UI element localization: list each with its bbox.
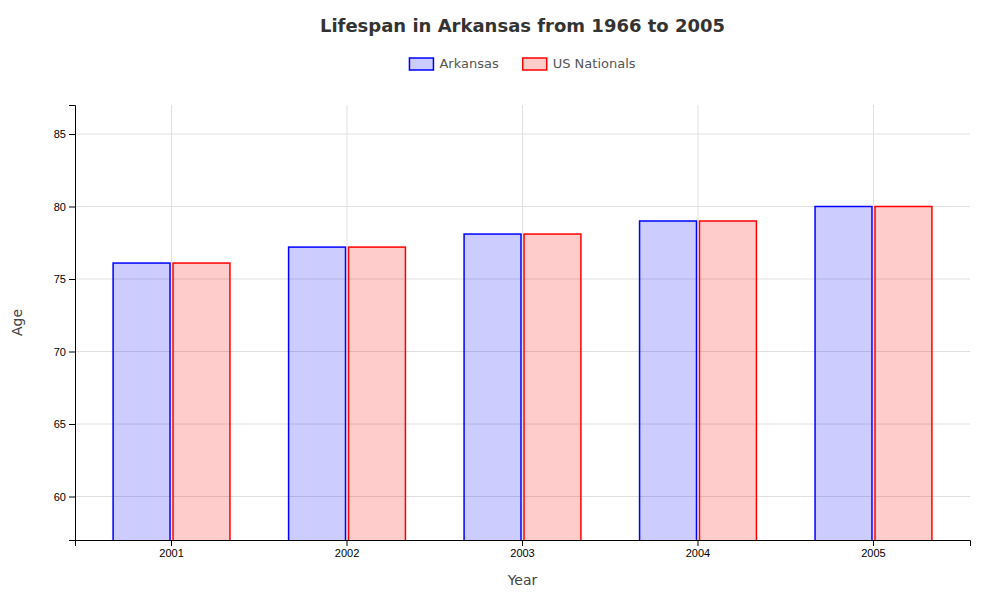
x-tick-label: 2002 bbox=[335, 547, 359, 559]
bar bbox=[524, 234, 581, 540]
x-axis-line bbox=[76, 541, 971, 547]
y-tick: 60 bbox=[54, 491, 75, 503]
grid-line-x bbox=[697, 105, 698, 540]
y-tick: 75 bbox=[54, 273, 75, 285]
bar bbox=[173, 263, 230, 540]
y-tick: 85 bbox=[54, 128, 75, 140]
x-tick: 2004 bbox=[686, 540, 710, 559]
y-tick-label: 75 bbox=[54, 273, 66, 285]
y-axis-line bbox=[69, 106, 76, 541]
y-tick: 65 bbox=[54, 418, 75, 430]
legend: Arkansas US Nationals bbox=[409, 56, 635, 71]
x-tick-label: 2005 bbox=[861, 547, 885, 559]
bars bbox=[113, 207, 932, 541]
bar bbox=[699, 221, 756, 540]
plot: 2001 2002 2003 2004 2005 60 65 70 75 80 85 bbox=[54, 105, 971, 600]
y-tick-label: 60 bbox=[54, 491, 66, 503]
x-tick: 2002 bbox=[335, 540, 359, 559]
x-tick-label: 2004 bbox=[686, 547, 710, 559]
x-tick-label: 2003 bbox=[510, 547, 534, 559]
y-tick-mark bbox=[69, 352, 75, 353]
x-axis-title: Year bbox=[507, 572, 538, 588]
grid-line-x bbox=[347, 105, 348, 540]
y-tick: 80 bbox=[54, 201, 75, 213]
y-tick-mark bbox=[69, 497, 75, 498]
bar bbox=[289, 247, 346, 540]
legend-label: Arkansas bbox=[439, 56, 498, 71]
grid-line-x bbox=[522, 105, 523, 540]
title: Lifespan in Arkansas from 1966 to 2005 bbox=[320, 15, 725, 36]
x-tick: 2001 bbox=[159, 540, 183, 559]
chart-svg: 2001 2002 2003 2004 2005 60 65 70 75 80 85 Year Age L… bbox=[0, 0, 1000, 600]
x-tick-mark bbox=[522, 540, 523, 546]
x-axis: 2001 2002 2003 2004 2005 bbox=[76, 540, 971, 559]
bar-series bbox=[113, 207, 872, 541]
y-axis-title: Age bbox=[9, 309, 25, 336]
y-tick-label: 70 bbox=[54, 346, 66, 358]
chart-container: 2001 2002 2003 2004 2005 60 65 70 75 80 85 Year Age L… bbox=[0, 0, 1000, 600]
legend-swatch bbox=[523, 58, 547, 70]
y-tick-label: 85 bbox=[54, 128, 66, 140]
bar bbox=[464, 234, 521, 540]
x-tick-mark bbox=[873, 540, 874, 546]
legend-label: US Nationals bbox=[553, 56, 636, 71]
grid-line-x bbox=[171, 105, 172, 540]
y-tick-mark bbox=[69, 279, 75, 280]
legend-swatch bbox=[409, 58, 433, 70]
bar bbox=[349, 247, 406, 540]
y-tick-mark bbox=[69, 134, 75, 135]
grid-line-x bbox=[873, 105, 874, 540]
y-tick-label: 65 bbox=[54, 418, 66, 430]
bar bbox=[640, 221, 697, 540]
y-tick-label: 80 bbox=[54, 201, 66, 213]
y-tick: 70 bbox=[54, 346, 75, 358]
y-tick-mark bbox=[69, 207, 75, 208]
x-tick: 2003 bbox=[510, 540, 534, 559]
bar bbox=[875, 207, 932, 541]
x-tick-label: 2001 bbox=[159, 547, 183, 559]
y-tick-mark bbox=[69, 424, 75, 425]
x-tick-mark bbox=[697, 540, 698, 546]
x-tick-mark bbox=[347, 540, 348, 546]
x-tick: 2005 bbox=[861, 540, 885, 559]
bar bbox=[113, 263, 170, 540]
legend-item: US Nationals bbox=[523, 56, 636, 71]
y-axis: 60 65 70 75 80 85 bbox=[54, 106, 76, 541]
x-tick-mark bbox=[171, 540, 172, 546]
bar-series bbox=[173, 207, 932, 541]
bar bbox=[815, 207, 872, 541]
legend-item: Arkansas bbox=[409, 56, 498, 71]
